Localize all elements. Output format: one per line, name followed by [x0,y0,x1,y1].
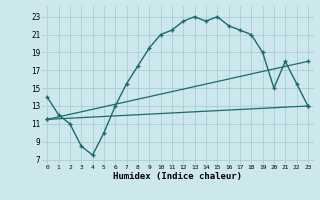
X-axis label: Humidex (Indice chaleur): Humidex (Indice chaleur) [113,172,242,181]
